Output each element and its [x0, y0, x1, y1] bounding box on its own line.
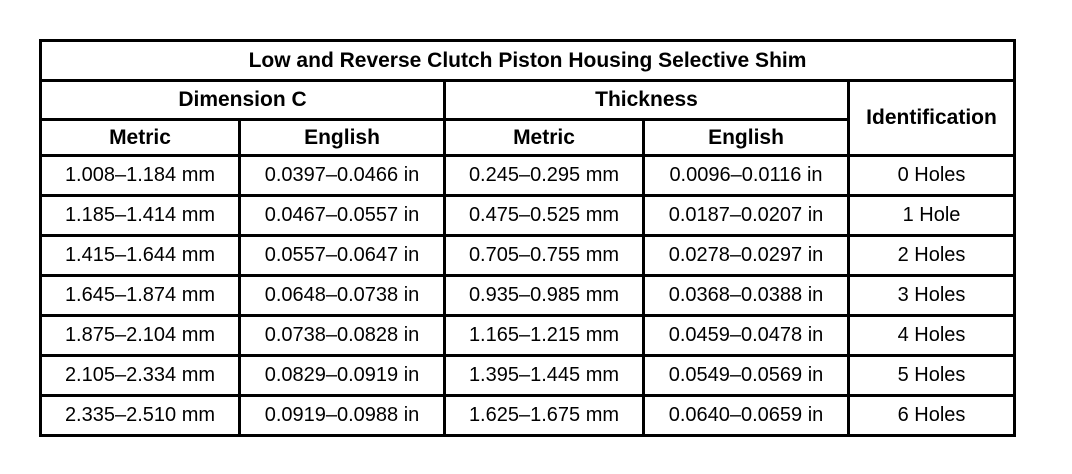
sub-header-thickness-metric: Metric	[443, 118, 645, 157]
table-title: Low and Reverse Clutch Piston Housing Se…	[38, 39, 1017, 82]
cell-dimension-english: 0.0397–0.0466 in	[238, 154, 446, 197]
cell-dimension-metric: 1.645–1.874 mm	[39, 274, 241, 317]
cell-thickness-english: 0.0640–0.0659 in	[642, 394, 850, 437]
cell-thickness-english: 0.0278–0.0297 in	[642, 234, 850, 277]
sub-header-dimension-metric: Metric	[39, 118, 241, 157]
cell-identification: 4 Holes	[846, 314, 1017, 357]
cell-dimension-english: 0.0648–0.0738 in	[238, 274, 446, 317]
table-row: 1.875–2.104 mm 0.0738–0.0828 in 1.165–1.…	[39, 314, 1017, 357]
sub-header-thickness-english: English	[642, 118, 850, 157]
cell-dimension-metric: 1.415–1.644 mm	[39, 234, 241, 277]
table-row: 1.415–1.644 mm 0.0557–0.0647 in 0.705–0.…	[39, 234, 1017, 277]
cell-dimension-metric: 2.335–2.510 mm	[39, 394, 241, 437]
cell-thickness-english: 0.0549–0.0569 in	[642, 354, 850, 397]
cell-thickness-metric: 0.475–0.525 mm	[443, 194, 645, 237]
cell-thickness-english: 0.0096–0.0116 in	[642, 154, 850, 197]
cell-identification: 0 Holes	[846, 154, 1017, 197]
table-row: 2.105–2.334 mm 0.0829–0.0919 in 1.395–1.…	[39, 354, 1017, 397]
cell-thickness-metric: 0.935–0.985 mm	[443, 274, 645, 317]
group-header-row: Dimension C Thickness Identification	[39, 79, 1017, 157]
cell-dimension-metric: 2.105–2.334 mm	[39, 354, 241, 397]
cell-thickness-english: 0.0368–0.0388 in	[642, 274, 850, 317]
cell-dimension-english: 0.0467–0.0557 in	[238, 194, 446, 237]
selective-shim-table: Low and Reverse Clutch Piston Housing Se…	[38, 39, 1017, 437]
cell-dimension-metric: 1.008–1.184 mm	[39, 154, 241, 197]
sub-header-dimension-english: English	[238, 118, 446, 157]
cell-thickness-english: 0.0187–0.0207 in	[642, 194, 850, 237]
cell-thickness-metric: 1.165–1.215 mm	[443, 314, 645, 357]
table-title-row: Low and Reverse Clutch Piston Housing Se…	[38, 39, 1017, 82]
table-row: 1.008–1.184 mm 0.0397–0.0466 in 0.245–0.…	[39, 154, 1017, 197]
group-header-dimension-c: Dimension C	[39, 79, 446, 121]
table-row: 1.645–1.874 mm 0.0648–0.0738 in 0.935–0.…	[39, 274, 1017, 317]
group-header-thickness: Thickness	[443, 79, 850, 121]
cell-thickness-metric: 1.395–1.445 mm	[443, 354, 645, 397]
cell-identification: 5 Holes	[846, 354, 1017, 397]
cell-dimension-english: 0.0738–0.0828 in	[238, 314, 446, 357]
table-row: 2.335–2.510 mm 0.0919–0.0988 in 1.625–1.…	[39, 394, 1017, 437]
cell-thickness-metric: 0.705–0.755 mm	[443, 234, 645, 277]
sub-header-row: Metric English Metric English	[39, 118, 1015, 157]
cell-identification: 1 Hole	[846, 194, 1017, 237]
cell-thickness-metric: 1.625–1.675 mm	[443, 394, 645, 437]
cell-identification: 3 Holes	[846, 274, 1017, 317]
cell-dimension-english: 0.0919–0.0988 in	[238, 394, 446, 437]
cell-dimension-english: 0.0557–0.0647 in	[238, 234, 446, 277]
cell-thickness-english: 0.0459–0.0478 in	[642, 314, 850, 357]
cell-thickness-metric: 0.245–0.295 mm	[443, 154, 645, 197]
column-header-identification: Identification	[846, 79, 1017, 157]
cell-dimension-english: 0.0829–0.0919 in	[238, 354, 446, 397]
cell-dimension-metric: 1.185–1.414 mm	[39, 194, 241, 237]
cell-identification: 2 Holes	[846, 234, 1017, 277]
table-row: 1.185–1.414 mm 0.0467–0.0557 in 0.475–0.…	[39, 194, 1017, 237]
cell-dimension-metric: 1.875–2.104 mm	[39, 314, 241, 357]
cell-identification: 6 Holes	[846, 394, 1017, 437]
